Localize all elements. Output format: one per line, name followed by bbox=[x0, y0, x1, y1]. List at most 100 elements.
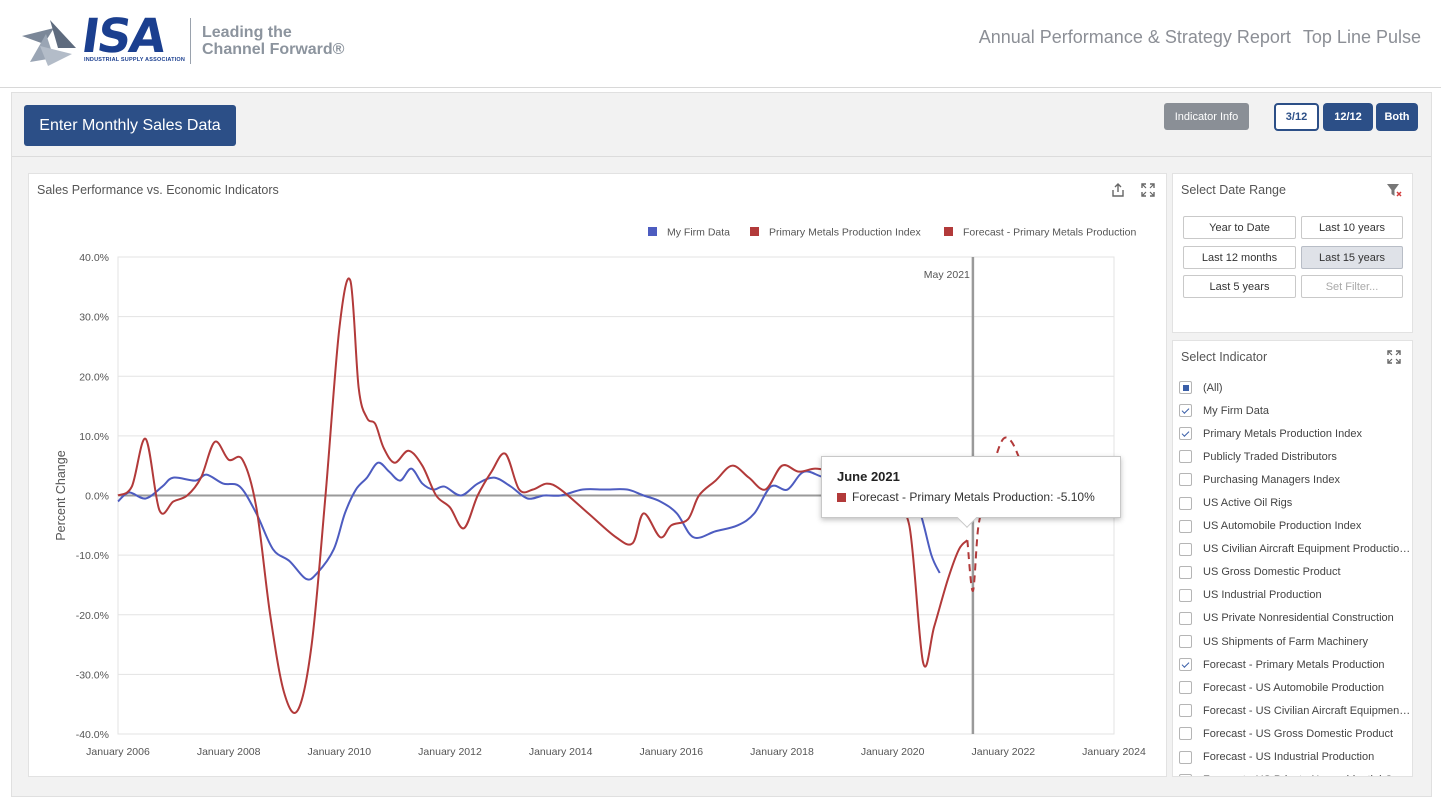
indicator-checkbox[interactable] bbox=[1179, 611, 1192, 625]
enter-monthly-sales-button[interactable]: Enter Monthly Sales Data bbox=[24, 105, 236, 146]
indicator-item[interactable]: Forecast - Primary Metals Production bbox=[1179, 653, 1411, 676]
indicator-checkbox[interactable] bbox=[1179, 658, 1192, 672]
indicator-item[interactable]: US Industrial Production bbox=[1179, 584, 1411, 607]
share-icon[interactable] bbox=[1110, 182, 1126, 198]
tagline-line-2: Channel Forward® bbox=[202, 41, 345, 58]
indicator-checkbox[interactable] bbox=[1179, 381, 1192, 395]
indicator-item[interactable]: (All) bbox=[1179, 376, 1411, 399]
period-3-12-button[interactable]: 3/12 bbox=[1274, 103, 1319, 131]
x-tick-label: January 2012 bbox=[418, 746, 482, 758]
indicator-checkbox[interactable] bbox=[1179, 473, 1192, 487]
indicator-item[interactable]: US Active Oil Rigs bbox=[1179, 491, 1411, 514]
indicator-label: US Private Nonresidential Construction bbox=[1203, 612, 1394, 625]
tooltip-series: Forecast - Primary Metals Production: -5… bbox=[852, 490, 1095, 504]
indicator-title: Select Indicator bbox=[1181, 350, 1268, 364]
indicator-checkbox[interactable] bbox=[1179, 704, 1192, 718]
expand-icon[interactable] bbox=[1140, 182, 1156, 198]
indicator-label: My Firm Data bbox=[1203, 404, 1269, 417]
indicator-checkbox[interactable] bbox=[1179, 588, 1192, 602]
indicator-label: Forecast - US Private Nonresidential Con… bbox=[1203, 774, 1411, 776]
tooltip-swatch bbox=[837, 492, 846, 502]
forecast-series-line bbox=[966, 436, 1021, 592]
chart-plot: -40.0% -30.0% -20.0% -10.0% 0.0% 10.0% 20.0% 30… bbox=[54, 227, 1146, 759]
indicator-checkbox[interactable] bbox=[1179, 681, 1192, 695]
indicator-label: US Automobile Production Index bbox=[1203, 520, 1362, 533]
chart-tooltip: June 2021 Forecast - Primary Metals Prod… bbox=[821, 456, 1121, 528]
indicator-item[interactable]: US Civilian Aircraft Equipment Productio… bbox=[1179, 538, 1411, 561]
x-tick-label: January 2006 bbox=[86, 746, 150, 758]
x-tick-label: January 2024 bbox=[1082, 746, 1146, 758]
period-both-button[interactable]: Both bbox=[1376, 103, 1418, 131]
app-header: ISA INDUSTRIAL SUPPLY ASSOCIATION Leadin… bbox=[0, 0, 1441, 88]
indicator-checkbox[interactable] bbox=[1179, 404, 1192, 418]
indicator-checkbox[interactable] bbox=[1179, 773, 1192, 776]
tooltip-value: -5.10% bbox=[1056, 490, 1095, 504]
tooltip-row: Forecast - Primary Metals Production: -5… bbox=[837, 490, 1105, 504]
my-firm-series-line bbox=[117, 461, 941, 581]
y-tick-label: -40.0% bbox=[76, 729, 109, 741]
y-tick-label: -30.0% bbox=[76, 669, 109, 681]
indicator-checkbox[interactable] bbox=[1179, 427, 1192, 441]
date-range-title: Select Date Range bbox=[1181, 183, 1286, 197]
indicator-label: Forecast - Primary Metals Production bbox=[1203, 658, 1385, 671]
top-nav: Annual Performance & Strategy Report Top… bbox=[979, 27, 1421, 48]
y-tick-label: 30.0% bbox=[79, 312, 109, 324]
last-12-months-button[interactable]: Last 12 months bbox=[1183, 246, 1296, 269]
indicator-checkbox[interactable] bbox=[1179, 496, 1192, 510]
indicator-label: Forecast - US Automobile Production bbox=[1203, 681, 1384, 694]
indicator-checkbox[interactable] bbox=[1179, 635, 1192, 649]
indicator-checkbox[interactable] bbox=[1179, 519, 1192, 533]
tagline-line-1: Leading the bbox=[202, 24, 292, 41]
expand-icon[interactable] bbox=[1386, 349, 1402, 365]
indicator-info-button[interactable]: Indicator Info bbox=[1164, 103, 1249, 130]
indicator-checkbox[interactable] bbox=[1179, 727, 1192, 741]
indicator-item[interactable]: US Automobile Production Index bbox=[1179, 515, 1411, 538]
y-tick-label: 0.0% bbox=[85, 491, 109, 503]
last-5-years-button[interactable]: Last 5 years bbox=[1183, 275, 1296, 298]
y-tick-label: -20.0% bbox=[76, 610, 109, 622]
x-tick-label: January 2016 bbox=[640, 746, 704, 758]
indicator-item[interactable]: Forecast - US Automobile Production bbox=[1179, 676, 1411, 699]
x-tick-label: January 2018 bbox=[750, 746, 814, 758]
year-to-date-button[interactable]: Year to Date bbox=[1183, 216, 1296, 239]
indicator-item[interactable]: Purchasing Managers Index bbox=[1179, 468, 1411, 491]
indicator-item[interactable]: Forecast - US Industrial Production bbox=[1179, 746, 1411, 769]
toolbar: Enter Monthly Sales Data Indicator Info … bbox=[12, 93, 1431, 157]
indicator-label: US Gross Domestic Product bbox=[1203, 566, 1341, 579]
indicator-item[interactable]: US Private Nonresidential Construction bbox=[1179, 607, 1411, 630]
indicator-label: Forecast - US Industrial Production bbox=[1203, 751, 1375, 764]
indicator-checkbox[interactable] bbox=[1179, 565, 1192, 579]
date-range-card: Select Date Range Year to Date Last 10 y… bbox=[1172, 173, 1413, 333]
indicator-item[interactable]: Publicly Traded Distributors bbox=[1179, 445, 1411, 468]
nav-top-line-pulse-link[interactable]: Top Line Pulse bbox=[1302, 27, 1421, 47]
nav-annual-report-link[interactable]: Annual Performance & Strategy Report bbox=[978, 27, 1291, 47]
indicator-item[interactable]: Primary Metals Production Index bbox=[1179, 422, 1411, 445]
y-tick-label: 10.0% bbox=[79, 431, 109, 443]
last-15-years-button[interactable]: Last 15 years bbox=[1301, 246, 1403, 269]
indicator-checkbox[interactable] bbox=[1179, 750, 1192, 764]
indicator-item[interactable]: Forecast - US Private Nonresidential Con… bbox=[1179, 769, 1411, 776]
logo-divider bbox=[190, 18, 191, 64]
y-tick-label: -10.0% bbox=[76, 550, 109, 562]
indicator-item[interactable]: Forecast - US Civilian Aircraft Equipmen… bbox=[1179, 699, 1411, 722]
period-12-12-button[interactable]: 12/12 bbox=[1323, 103, 1373, 131]
tooltip-series-name: Forecast - Primary Metals Production bbox=[852, 490, 1051, 504]
last-10-years-button[interactable]: Last 10 years bbox=[1301, 216, 1403, 239]
clear-filter-icon[interactable] bbox=[1386, 182, 1402, 198]
y-tick-label: 40.0% bbox=[79, 252, 109, 264]
indicator-checkbox[interactable] bbox=[1179, 450, 1192, 464]
isa-logo-icon bbox=[22, 20, 76, 66]
indicator-item[interactable]: My Firm Data bbox=[1179, 399, 1411, 422]
indicator-checkbox[interactable] bbox=[1179, 542, 1192, 556]
indicator-item[interactable]: Forecast - US Gross Domestic Product bbox=[1179, 722, 1411, 745]
legend-my-firm-label: My Firm Data bbox=[667, 227, 730, 239]
indicator-item[interactable]: US Gross Domestic Product bbox=[1179, 561, 1411, 584]
set-filter-button[interactable]: Set Filter... bbox=[1301, 275, 1403, 298]
indicator-item[interactable]: US Shipments of Farm Machinery bbox=[1179, 630, 1411, 653]
y-axis-label: Percent Change bbox=[54, 450, 68, 540]
date-marker-label: May 2021 bbox=[924, 269, 970, 281]
indicator-label: (All) bbox=[1203, 381, 1223, 394]
logo-wordmark: ISA bbox=[78, 9, 168, 64]
logo-subtitle: INDUSTRIAL SUPPLY ASSOCIATION bbox=[84, 57, 186, 63]
indicator-label: US Active Oil Rigs bbox=[1203, 497, 1293, 510]
